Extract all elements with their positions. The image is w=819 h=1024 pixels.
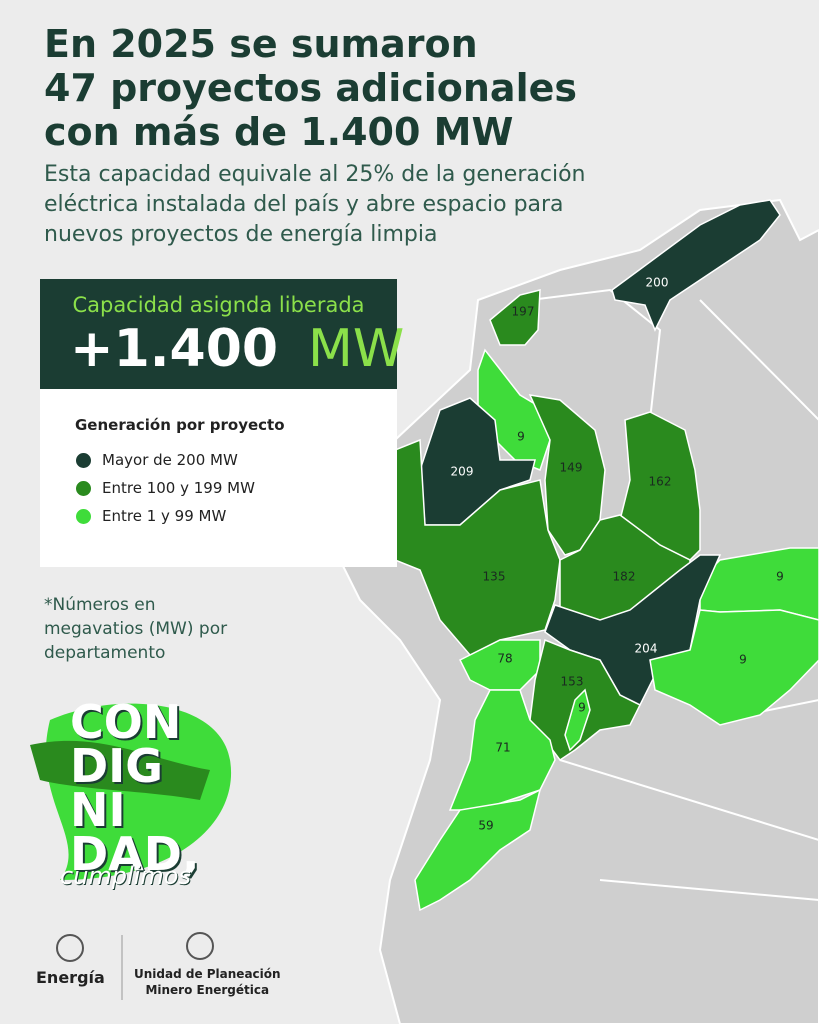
legend-label: Entre 100 y 199 MW (102, 479, 255, 497)
region (414, 788, 542, 912)
legend-item: Entre 100 y 199 MW (76, 479, 255, 497)
title-line: 47 proyectos adicionales (44, 66, 577, 110)
note-line: departamento (44, 643, 166, 663)
region (489, 289, 541, 346)
legend-title: Generación por proyecto (75, 416, 285, 434)
note-line: *Números en (44, 595, 156, 615)
logo-line: DAD, (70, 827, 200, 881)
logo-line: DIG (70, 739, 164, 793)
region-label: 71 (495, 741, 510, 755)
region (619, 411, 701, 561)
region (649, 609, 819, 726)
region-label: 182 (613, 570, 636, 584)
region-label: 204 (635, 642, 658, 656)
region-label: 9 (776, 570, 784, 584)
subtitle-line: eléctrica instalada del país y abre espa… (44, 192, 564, 217)
title: En 2025 se sumaron 47 proyectos adiciona… (44, 22, 577, 154)
region-label: 153 (561, 675, 584, 689)
region (564, 688, 591, 752)
region-label: 197 (512, 305, 535, 319)
subtitle-line: nuevos proyectos de energía limpia (44, 222, 438, 247)
title-line: con más de 1.400 MW (44, 110, 514, 154)
logo-line: CON (70, 695, 182, 749)
legend-label: Entre 1 y 99 MW (102, 507, 227, 525)
region-label: 149 (560, 461, 583, 475)
legend: Generación por proyecto Mayor de 200 MW E… (40, 389, 397, 567)
region-label: 59 (478, 819, 493, 833)
capacity-box: Capacidad asignda liberada +1.400 MW (40, 279, 404, 389)
region-label: 9 (739, 653, 747, 667)
region (448, 689, 556, 811)
emblem (186, 932, 214, 960)
capacity-amount: +1.400 (70, 319, 279, 379)
borders (529, 288, 819, 901)
emblem (56, 934, 84, 962)
region (611, 199, 781, 332)
region-label: 209 (451, 465, 474, 479)
logo-tagline: cumplimos (60, 862, 191, 890)
note: *Números en megavatios (MW) por departam… (44, 593, 227, 665)
subtitle-line: Esta capacidad equivale al 25% de la gen… (44, 162, 586, 187)
region-label: 9 (517, 430, 525, 444)
ministry: Energía (36, 968, 105, 987)
capacity-label: Capacidad asignda liberada (72, 293, 365, 317)
region-label: 200 (646, 276, 669, 290)
region-label: 78 (497, 652, 512, 666)
logo-brush-dark (30, 740, 210, 800)
capacity-unit: MW (308, 319, 405, 379)
region-label: 135 (483, 570, 506, 584)
region-label: 162 (649, 475, 672, 489)
region-label: 9 (578, 701, 586, 715)
unit-line: Unidad de Planeación (134, 967, 281, 981)
logo: CON DIG NI DAD, (70, 695, 200, 881)
logo-line: NI (70, 783, 126, 837)
note-line: megavatios (MW) por (44, 619, 228, 639)
legend-swatch (76, 508, 91, 524)
unit-line: Minero Energética (145, 983, 270, 997)
legend-item: Mayor de 200 MW (76, 451, 238, 469)
subtitle: Esta capacidad equivale al 25% de la gen… (44, 160, 585, 250)
legend-swatch (76, 452, 91, 468)
legend-label: Mayor de 200 MW (102, 451, 238, 469)
legend-item: Entre 1 y 99 MW (76, 507, 226, 525)
unit-name: Unidad de Planeación Minero Energética (134, 966, 281, 998)
regions: 200 197 9 209 149 162 135 182 9 204 9 78 153 9 71 59 (379, 199, 819, 912)
title-line: En 2025 se sumaron (44, 22, 478, 66)
legend-swatch (76, 480, 91, 496)
